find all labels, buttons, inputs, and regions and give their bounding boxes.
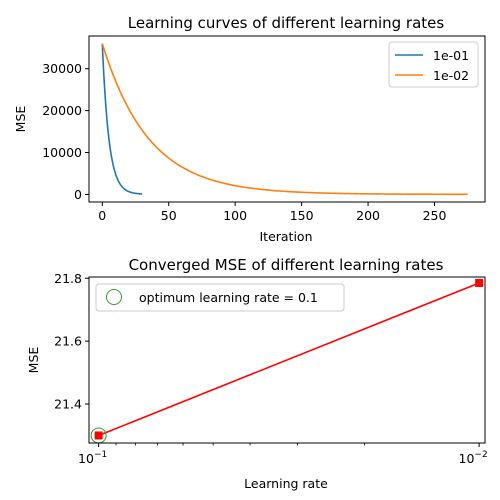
converged-mse-marker	[94, 431, 103, 440]
converged-mse-frame	[88, 276, 486, 444]
x-tick-label: 150	[290, 208, 314, 223]
y-tick-label: 21.8	[54, 271, 82, 286]
y-tick-label: 20000	[42, 103, 82, 118]
y-tick-label: 10000	[42, 145, 82, 160]
y-tick-label: 21.4	[54, 397, 82, 412]
x-tick-label: 200	[356, 208, 380, 223]
x-tick-label: 10−2	[459, 450, 488, 466]
converged-mse-marker	[475, 278, 484, 287]
legend-marker-optimum	[106, 289, 122, 305]
converged-mse-y-label: MSE	[26, 347, 41, 374]
learning-curve-line-1	[101, 43, 143, 195]
y-tick-label: 0	[74, 187, 82, 202]
x-tick-label: 250	[423, 208, 447, 223]
x-tick-label: 50	[161, 208, 177, 223]
learning-curves-y-label: MSE	[13, 106, 28, 133]
learning-curve-line-2	[101, 43, 468, 196]
converged-mse-x-ticks: 10−1 10−2	[78, 443, 488, 466]
learning-curves-plot-area	[101, 43, 468, 196]
learning-curves-y-ticks: 0 10000 20000 30000	[42, 61, 89, 202]
learning-curves-axes: Learning curves of different learning ra…	[13, 14, 486, 244]
legend-box	[95, 283, 345, 312]
legend-label-series-1: 1e-01	[433, 48, 469, 63]
legend-label-series-2: 1e-02	[433, 68, 469, 83]
converged-mse-title: Converged MSE of different learning rate…	[129, 256, 444, 274]
converged-mse-legend: optimum learning rate = 0.1	[95, 283, 345, 312]
learning-curves-x-ticks: 0 50 100 150 200 250	[98, 202, 446, 223]
learning-curves-x-label: Iteration	[259, 229, 312, 244]
converged-mse-y-ticks: 21.4 21.6 21.8	[54, 271, 89, 412]
legend-label-optimum: optimum learning rate = 0.1	[139, 290, 318, 305]
learning-curves-frame	[88, 35, 486, 203]
x-tick-label: 100	[223, 208, 247, 223]
x-tick-label: 0	[98, 208, 106, 223]
converged-mse-line	[98, 282, 480, 437]
learning-curves-legend: 1e-01 1e-02	[388, 41, 479, 88]
y-tick-label: 30000	[42, 61, 82, 76]
y-tick-label: 21.6	[54, 334, 82, 349]
x-tick-label: 10−1	[78, 450, 107, 466]
learning-curves-title: Learning curves of different learning ra…	[128, 14, 445, 32]
converged-mse-x-label: Learning rate	[244, 476, 328, 491]
converged-mse-axes: Converged MSE of different learning rate…	[26, 256, 488, 491]
